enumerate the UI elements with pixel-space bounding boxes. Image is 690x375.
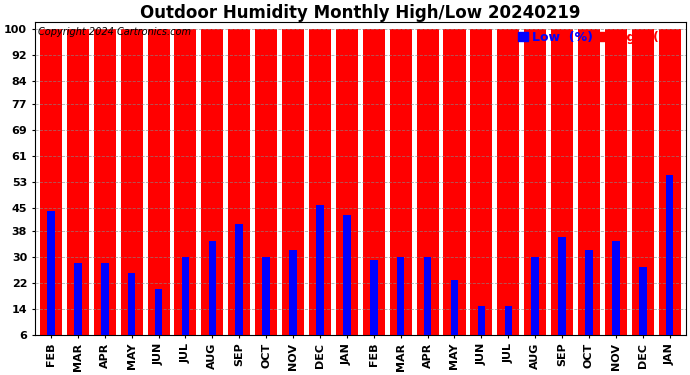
Bar	[336, 29, 358, 335]
Text: Copyright 2024 Cartronics.com: Copyright 2024 Cartronics.com	[38, 27, 191, 37]
Bar	[148, 29, 170, 335]
Bar	[309, 29, 331, 335]
Bar	[659, 29, 681, 335]
Bar	[370, 260, 377, 335]
Title: Outdoor Humidity Monthly High/Low 20240219: Outdoor Humidity Monthly High/Low 202402…	[140, 4, 580, 22]
Bar	[74, 263, 81, 335]
Bar	[363, 29, 385, 335]
Bar	[343, 214, 351, 335]
Bar	[524, 29, 546, 335]
Bar	[417, 29, 439, 335]
Bar	[40, 29, 62, 335]
Bar	[639, 267, 647, 335]
Bar	[531, 257, 539, 335]
Bar	[397, 257, 404, 335]
Bar	[128, 273, 135, 335]
Bar	[585, 251, 593, 335]
Bar	[47, 211, 55, 335]
Bar	[316, 205, 324, 335]
Bar	[578, 29, 600, 335]
Bar	[477, 306, 485, 335]
Bar	[94, 29, 116, 335]
Bar	[551, 29, 573, 335]
Bar	[181, 257, 189, 335]
Legend: Low  (%), High  (%): Low (%), High (%)	[516, 28, 680, 46]
Bar	[228, 29, 250, 335]
Bar	[101, 263, 108, 335]
Bar	[289, 251, 297, 335]
Bar	[235, 224, 243, 335]
Bar	[504, 306, 512, 335]
Bar	[175, 29, 197, 335]
Bar	[605, 29, 627, 335]
Bar	[497, 29, 520, 335]
Bar	[201, 29, 224, 335]
Bar	[282, 29, 304, 335]
Bar	[471, 29, 493, 335]
Bar	[451, 280, 458, 335]
Bar	[208, 241, 216, 335]
Bar	[155, 290, 162, 335]
Bar	[666, 176, 673, 335]
Bar	[67, 29, 89, 335]
Bar	[121, 29, 143, 335]
Bar	[612, 241, 620, 335]
Bar	[424, 257, 431, 335]
Bar	[444, 29, 466, 335]
Bar	[390, 29, 412, 335]
Bar	[558, 237, 566, 335]
Bar	[262, 257, 270, 335]
Bar	[632, 29, 654, 335]
Bar	[255, 29, 277, 335]
